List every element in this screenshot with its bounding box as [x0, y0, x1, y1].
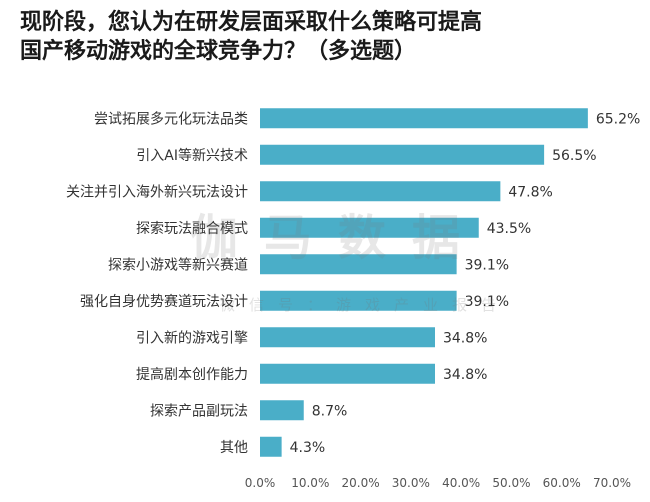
- data-label: 47.8%: [508, 184, 552, 200]
- x-tick-label: 20.0%: [342, 476, 380, 490]
- x-tick-label: 40.0%: [442, 476, 480, 490]
- data-label: 4.3%: [290, 440, 326, 456]
- bar: [260, 217, 479, 238]
- bar: [260, 254, 457, 275]
- bar: [260, 436, 282, 457]
- data-label: 8.7%: [312, 403, 348, 419]
- bar: [260, 400, 304, 421]
- category-label: 提高剧本创作能力: [136, 366, 248, 383]
- category-label: 强化自身优势赛道玩法设计: [80, 294, 248, 310]
- data-label: 34.8%: [443, 330, 487, 346]
- category-label: 其他: [220, 440, 248, 456]
- data-label: 39.1%: [465, 294, 509, 310]
- watermark-logo-text: 伽马数据: [190, 210, 487, 266]
- bar: [260, 363, 435, 384]
- category-label: 探索小游戏等新兴赛道: [108, 256, 248, 273]
- x-tick-label: 50.0%: [492, 476, 530, 490]
- chart-title-line-1: 现阶段，您认为在研发层面采取什么策略可提高: [20, 10, 483, 35]
- category-label: 探索产品副玩法: [150, 402, 248, 419]
- data-label: 34.8%: [443, 367, 487, 383]
- chart-title-line-2: 国产移动游戏的全球竞争力？（多选题）: [20, 39, 417, 64]
- category-label: 引入AI等新兴技术: [136, 147, 248, 164]
- x-tick-label: 0.0%: [245, 476, 276, 490]
- bar: [260, 144, 545, 165]
- category-label: 关注并引入海外新兴玩法设计: [66, 184, 248, 200]
- data-label: 43.5%: [487, 221, 531, 237]
- bar: [260, 108, 588, 129]
- data-label: 56.5%: [552, 148, 596, 164]
- category-label: 尝试拓展多元化玩法品类: [94, 110, 248, 127]
- bar: [260, 327, 435, 348]
- chart-title: 现阶段，您认为在研发层面采取什么策略可提高 国产移动游戏的全球竞争力？（多选题）: [20, 8, 620, 66]
- data-label: 39.1%: [465, 257, 509, 273]
- bar: [260, 181, 501, 202]
- bar: [260, 290, 457, 311]
- category-label: 探索玩法融合模式: [136, 220, 248, 237]
- x-tick-label: 70.0%: [593, 476, 631, 490]
- watermark-subtext: 微信号：游戏产业报告: [220, 296, 511, 314]
- category-label: 引入新的游戏引擎: [136, 330, 248, 346]
- x-tick-label: 60.0%: [543, 476, 581, 490]
- x-tick-label: 10.0%: [291, 476, 329, 490]
- x-tick-label: 30.0%: [392, 476, 430, 490]
- data-label: 65.2%: [596, 111, 640, 127]
